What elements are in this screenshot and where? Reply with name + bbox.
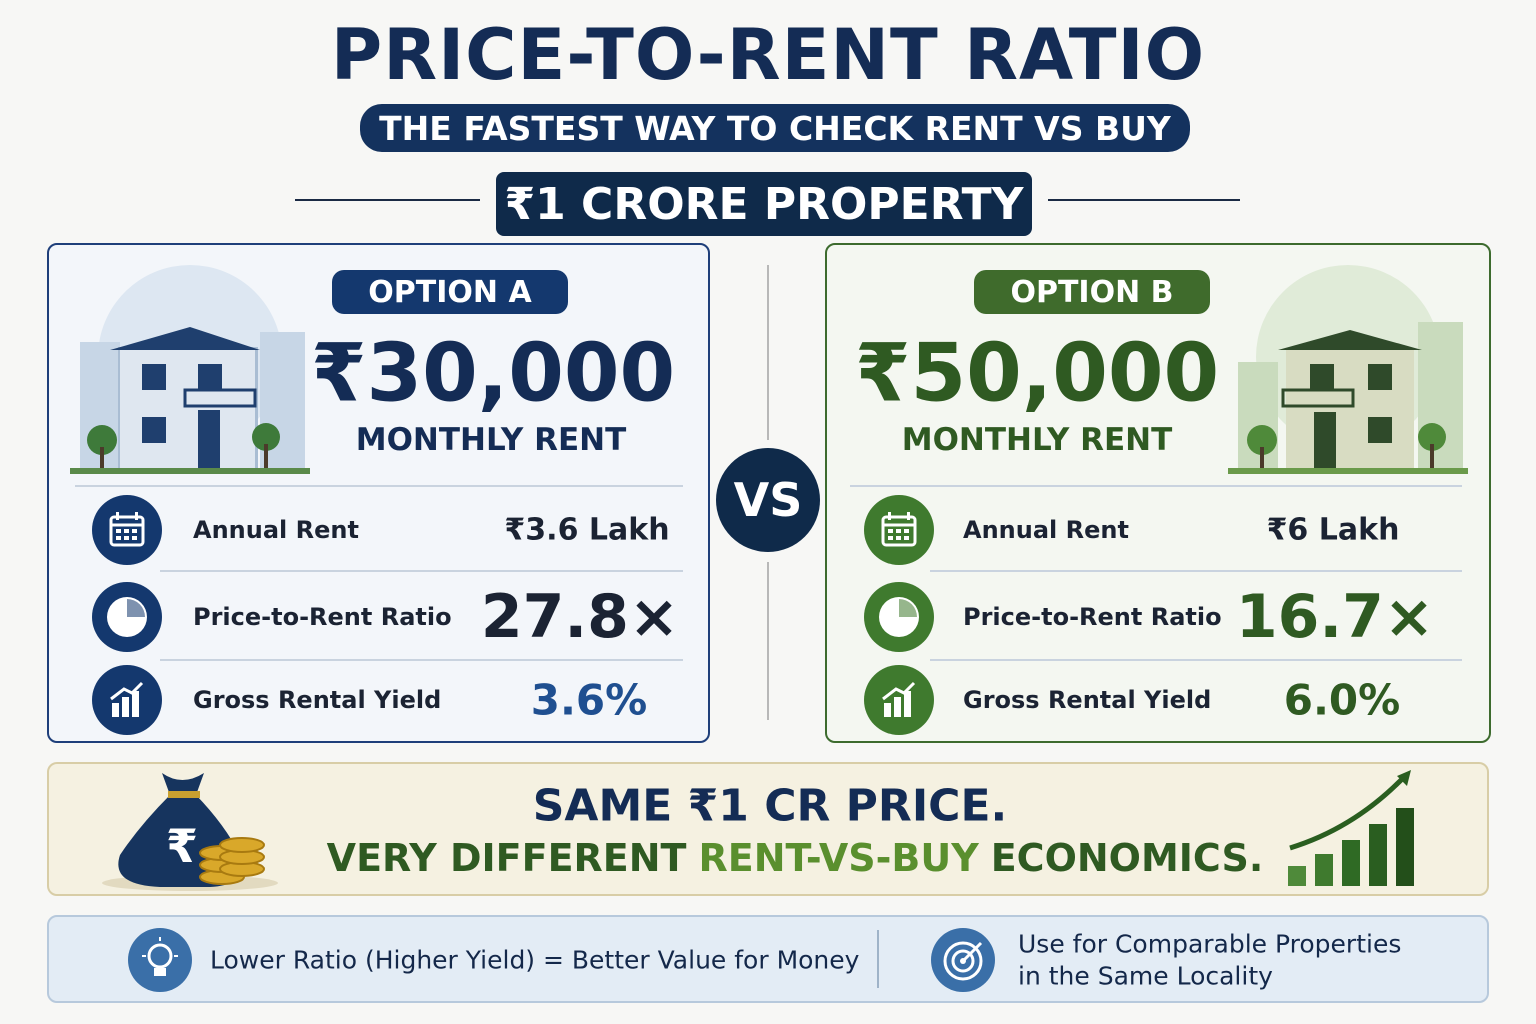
divider <box>877 930 879 988</box>
house-illustration <box>1228 265 1468 474</box>
row-icon <box>864 665 934 735</box>
title: PRICE-TO-RENT RATIO <box>330 14 1206 96</box>
money-bag-icon: ₹ <box>102 773 278 891</box>
svg-text:₹: ₹ <box>166 819 198 873</box>
vs-badge: VS <box>716 448 820 552</box>
option-label: OPTION A <box>332 270 568 314</box>
row-icon <box>92 495 162 565</box>
separator <box>930 570 1462 572</box>
monthly-rent: ₹30,000 <box>310 326 676 420</box>
monthly-rent-label: MONTHLY RENT <box>355 422 627 458</box>
row-icon <box>92 665 162 735</box>
metric-label: Price-to-Rent Ratio <box>963 603 1222 631</box>
row-icon <box>864 582 934 652</box>
banner-subline: VERY DIFFERENT RENT-VS-BUY ECONOMICS. <box>327 836 1264 880</box>
row-icon <box>92 665 162 735</box>
option-label: OPTION B <box>974 270 1210 314</box>
tip-text: in the Same Locality <box>1018 961 1273 991</box>
metric-label: Gross Rental Yield <box>963 686 1212 714</box>
row-icon <box>92 495 162 565</box>
row-icon <box>864 495 934 565</box>
row-icon <box>864 582 934 652</box>
metric-value: 3.6% <box>530 675 648 725</box>
separator <box>850 485 1462 487</box>
banner <box>47 762 1489 896</box>
row-icon <box>864 495 934 565</box>
separator <box>160 570 683 572</box>
tip-text: Lower Ratio (Higher Yield) = Better Valu… <box>210 945 860 975</box>
target-icon <box>931 928 995 992</box>
metric-label: Annual Rent <box>963 516 1129 544</box>
tips-bar <box>47 915 1489 1003</box>
row-icon <box>864 665 934 735</box>
rule <box>1048 199 1240 201</box>
metric-value: ₹6 Lakh <box>1266 512 1400 548</box>
metric-value: 16.7× <box>1235 582 1435 652</box>
separator <box>930 659 1462 661</box>
banner-text: VERY DIFFERENT <box>326 836 687 880</box>
metric-value: 27.8× <box>480 582 680 652</box>
growth-chart-icon <box>1288 770 1414 886</box>
separator <box>160 659 683 661</box>
house-illustration <box>70 265 310 474</box>
monthly-rent: ₹50,000 <box>854 326 1220 420</box>
row-icon <box>92 582 162 652</box>
divider <box>767 562 769 720</box>
metric-value: ₹3.6 Lakh <box>504 512 670 548</box>
monthly-rent-label: MONTHLY RENT <box>901 422 1173 458</box>
property-label: ₹1 CRORE PROPERTY <box>496 172 1032 236</box>
banner-highlight: RENT-VS-BUY <box>698 836 979 880</box>
metric-value: 6.0% <box>1283 675 1401 725</box>
metric-label: Annual Rent <box>193 516 359 544</box>
tip-text: Use for Comparable Properties <box>1018 929 1402 959</box>
subtitle: THE FASTEST WAY TO CHECK RENT VS BUY <box>360 104 1190 152</box>
rule <box>295 199 480 201</box>
separator <box>75 485 683 487</box>
metric-label: Gross Rental Yield <box>193 686 442 714</box>
banner-text: ECONOMICS. <box>990 836 1264 880</box>
banner-headline: SAME ₹1 CR PRICE. <box>532 780 1008 832</box>
metric-label: Price-to-Rent Ratio <box>193 603 452 631</box>
divider <box>767 265 769 440</box>
bulb-icon <box>128 928 192 992</box>
row-icon <box>92 582 162 652</box>
